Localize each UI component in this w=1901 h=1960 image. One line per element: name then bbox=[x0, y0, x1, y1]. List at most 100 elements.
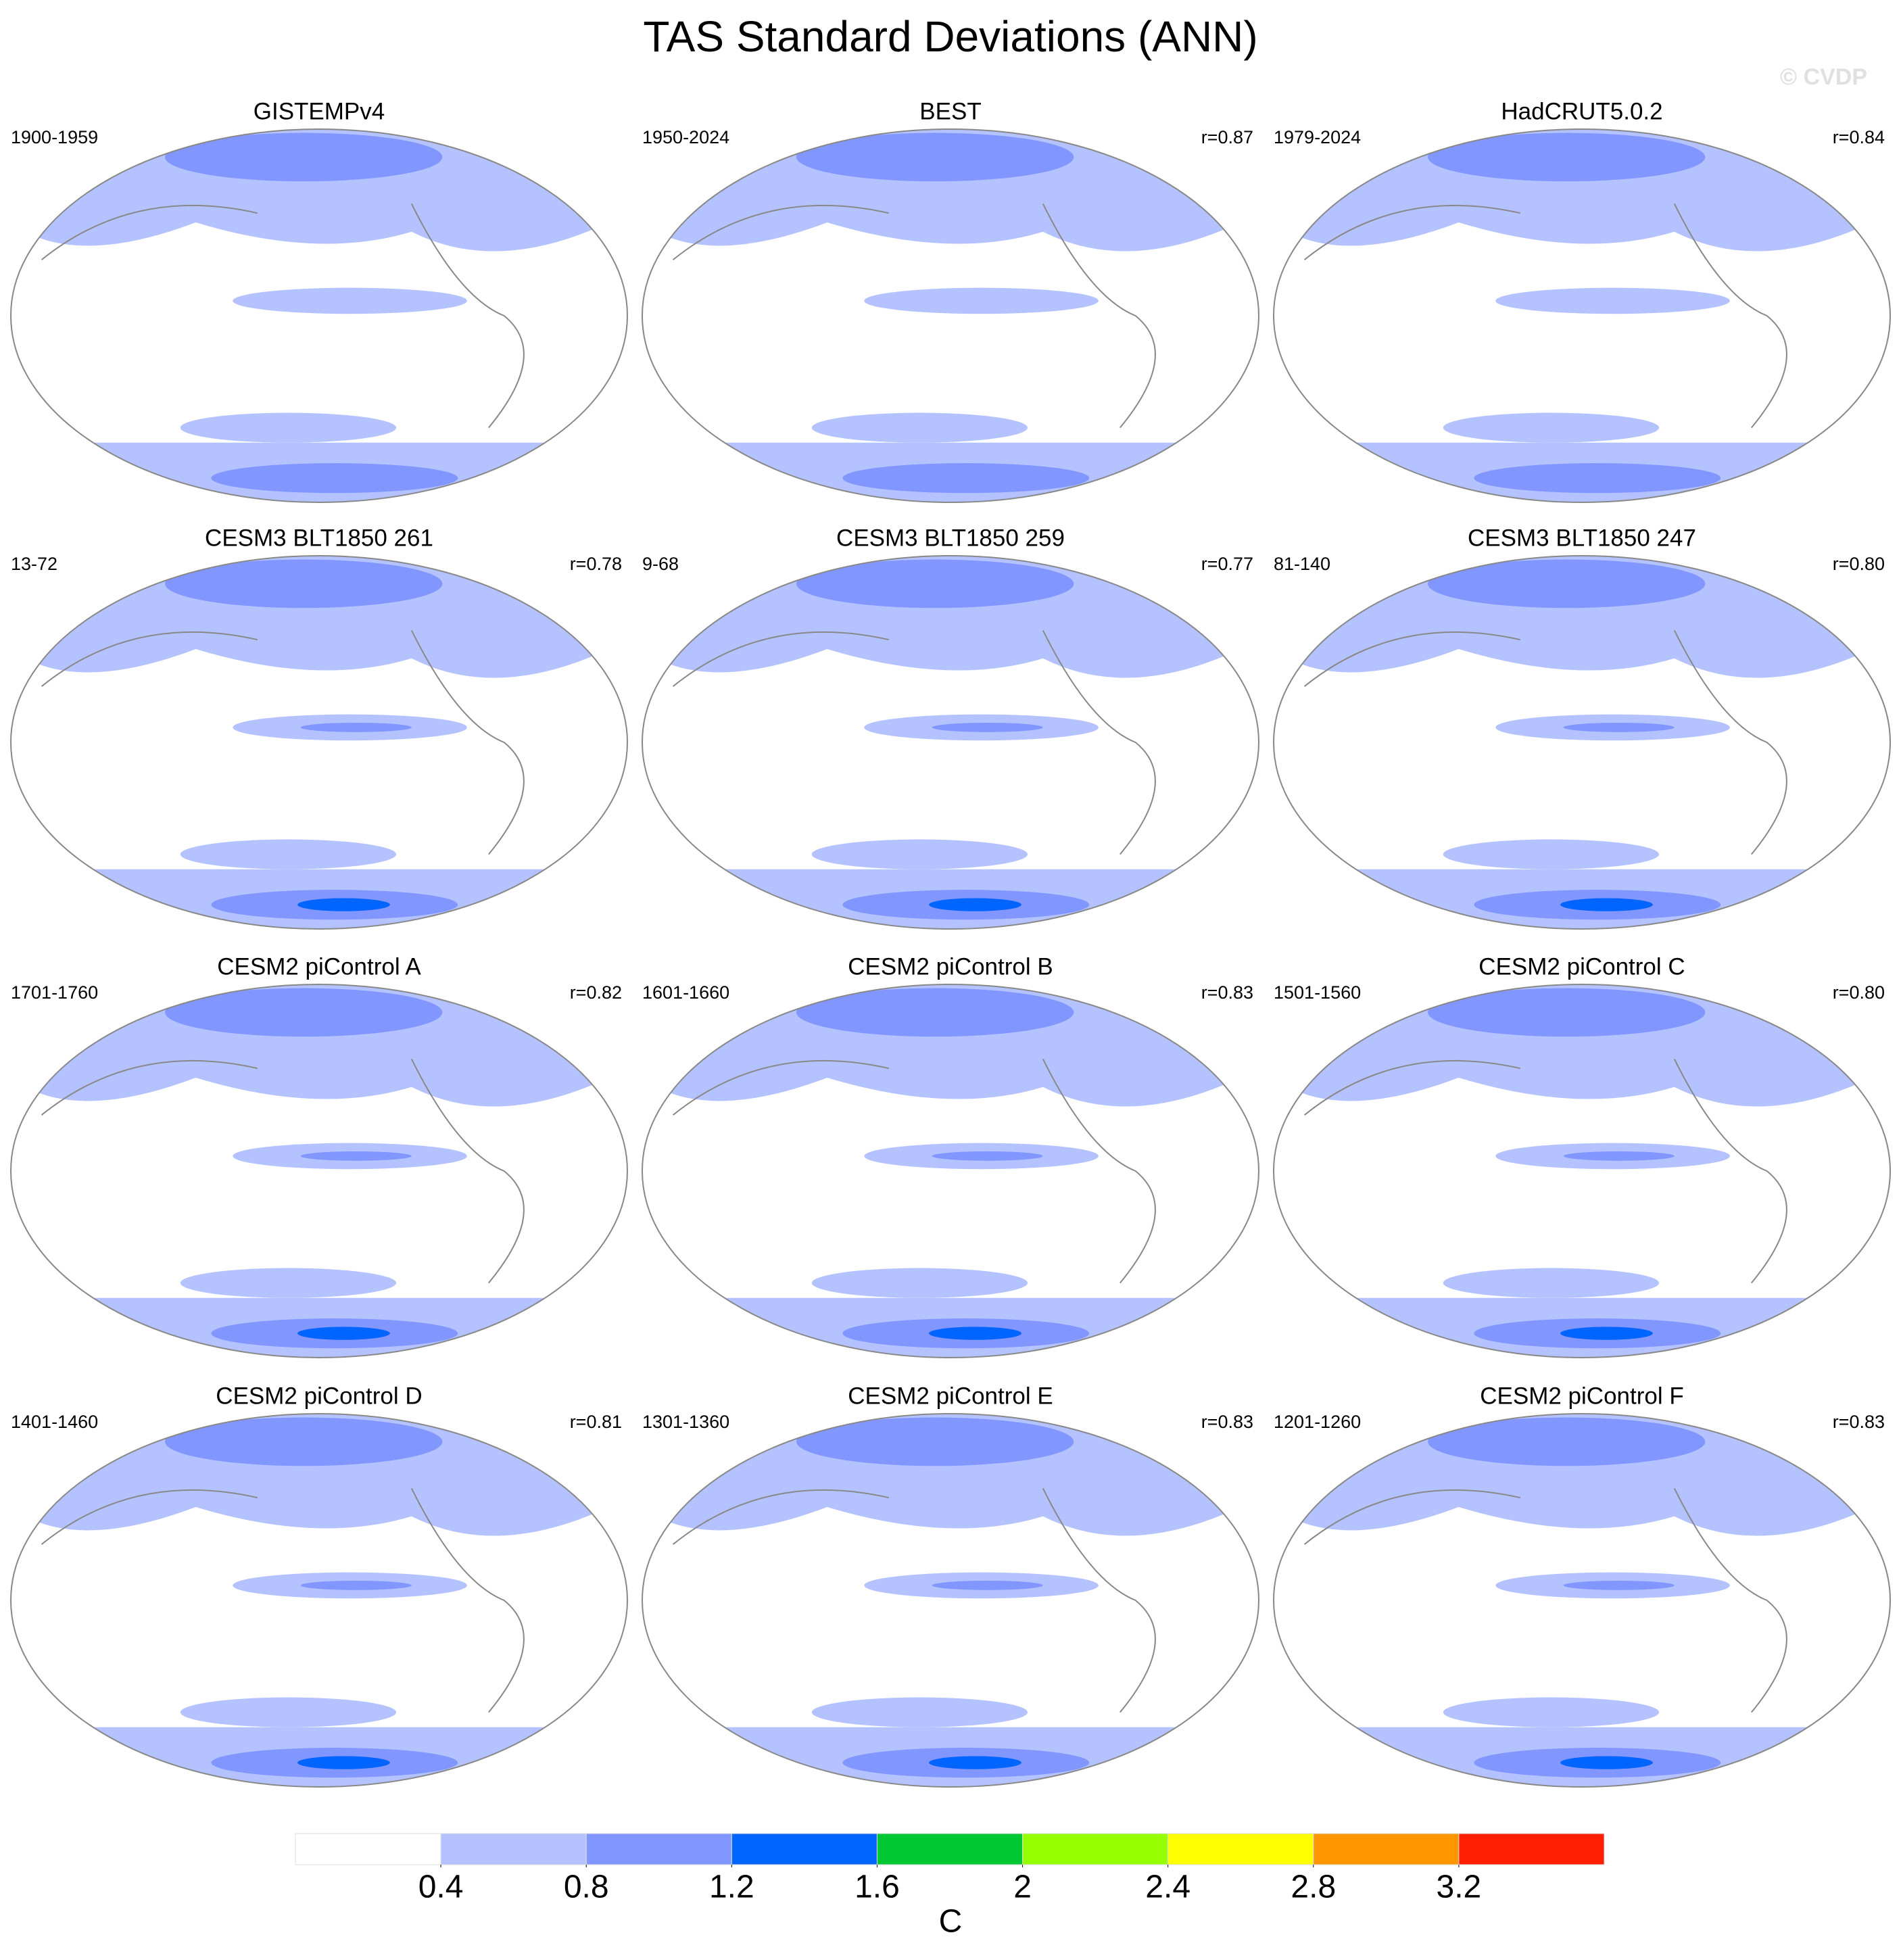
colorbar-tick-label: 1.6 bbox=[855, 1869, 900, 1905]
panel-title: GISTEMPv4 bbox=[254, 98, 385, 124]
shading bbox=[297, 898, 390, 911]
shading bbox=[165, 559, 443, 608]
shading bbox=[864, 287, 1099, 314]
map-border bbox=[10, 128, 628, 503]
shading bbox=[932, 1581, 1043, 1590]
colorbar-tick-label: 3.2 bbox=[1437, 1869, 1482, 1905]
colorbar-tick-label: 1.2 bbox=[709, 1869, 754, 1905]
coastline bbox=[672, 1487, 1156, 1713]
shading bbox=[796, 988, 1074, 1037]
colorbar-tick-label: 2 bbox=[1013, 1869, 1032, 1905]
shading bbox=[642, 984, 1259, 1107]
coastline bbox=[41, 203, 525, 429]
coastline bbox=[1303, 1058, 1787, 1284]
shading bbox=[165, 1417, 443, 1466]
panel-correlation: r=0.78 bbox=[570, 554, 622, 574]
map-panel bbox=[642, 556, 1259, 929]
panel-correlation: r=0.81 bbox=[570, 1412, 622, 1432]
panel-title: CESM3 BLT1850 247 bbox=[1468, 525, 1696, 551]
shading bbox=[300, 1581, 412, 1590]
shading bbox=[1274, 1414, 1890, 1536]
shading bbox=[11, 556, 627, 678]
panel-period: 1900-1959 bbox=[11, 127, 98, 147]
panel-period: 1501-1560 bbox=[1274, 982, 1361, 1003]
panel-title: CESM3 BLT1850 261 bbox=[205, 525, 433, 551]
map-border bbox=[642, 128, 1259, 503]
shading bbox=[842, 463, 1090, 494]
panel-title: BEST bbox=[919, 98, 981, 124]
map-panel bbox=[1274, 556, 1890, 929]
shading bbox=[211, 463, 458, 494]
panel-title: CESM2 piControl A bbox=[217, 953, 421, 980]
map-border bbox=[1273, 1413, 1891, 1788]
panel-period: 1950-2024 bbox=[642, 127, 729, 147]
panel-period: 1701-1760 bbox=[11, 982, 98, 1003]
shading bbox=[1443, 412, 1659, 443]
shading bbox=[811, 412, 1028, 443]
shading bbox=[1274, 984, 1890, 1107]
panel-period: 9-68 bbox=[642, 554, 679, 574]
panel-period: 1401-1460 bbox=[11, 1412, 98, 1432]
coastline bbox=[672, 629, 1156, 855]
shading bbox=[165, 988, 443, 1037]
shading bbox=[1428, 988, 1706, 1037]
panel-correlation: r=0.82 bbox=[570, 982, 622, 1003]
map-border bbox=[1273, 128, 1891, 503]
shading bbox=[642, 556, 1259, 678]
panel-correlation: r=0.83 bbox=[1201, 1412, 1253, 1432]
coastline bbox=[672, 1058, 1156, 1284]
panel-period: 1201-1260 bbox=[1274, 1412, 1361, 1432]
coastline bbox=[672, 203, 1156, 429]
shading bbox=[796, 133, 1074, 182]
shading bbox=[297, 1326, 390, 1340]
colorbar-box bbox=[876, 1833, 1024, 1865]
map-border bbox=[10, 984, 628, 1358]
panel-title: CESM2 piControl E bbox=[848, 1383, 1053, 1409]
coastline bbox=[41, 629, 525, 855]
shading bbox=[300, 1151, 412, 1161]
shading bbox=[642, 129, 1259, 252]
panel-title: CESM2 piControl B bbox=[848, 953, 1053, 980]
shading bbox=[165, 133, 443, 182]
map-border bbox=[642, 555, 1259, 930]
panel-correlation: r=0.87 bbox=[1201, 127, 1253, 147]
shading bbox=[180, 1697, 396, 1727]
shading bbox=[1495, 287, 1730, 314]
map-panel bbox=[642, 984, 1259, 1358]
panel-period: 1301-1360 bbox=[642, 1412, 729, 1432]
shading bbox=[1560, 898, 1653, 911]
colorbar-box bbox=[1458, 1833, 1605, 1865]
shading bbox=[1428, 559, 1706, 608]
shading bbox=[1560, 1326, 1653, 1340]
shading bbox=[1563, 723, 1675, 732]
shading bbox=[297, 1756, 390, 1769]
shading bbox=[11, 1414, 627, 1536]
map-border bbox=[10, 1413, 628, 1788]
panel-title: HadCRUT5.0.2 bbox=[1501, 98, 1662, 124]
map-border bbox=[642, 984, 1259, 1358]
colorbar-box bbox=[731, 1833, 877, 1865]
shading bbox=[1443, 1697, 1659, 1727]
panel-title: CESM3 BLT1850 259 bbox=[836, 525, 1065, 551]
shading bbox=[1428, 133, 1706, 182]
colorbar-box bbox=[585, 1833, 732, 1865]
coastline bbox=[1303, 203, 1787, 429]
shading bbox=[180, 412, 396, 443]
watermark: © CVDP bbox=[1780, 64, 1867, 90]
colorbar-tick-label: 0.4 bbox=[418, 1869, 464, 1905]
panel-period: 1979-2024 bbox=[1274, 127, 1361, 147]
panel-correlation: r=0.80 bbox=[1833, 554, 1885, 574]
coastline bbox=[41, 1058, 525, 1284]
colorbar-box bbox=[1313, 1833, 1460, 1865]
shading bbox=[929, 1756, 1021, 1769]
map-panel bbox=[11, 129, 627, 502]
shading bbox=[300, 723, 412, 732]
coastline bbox=[41, 1487, 525, 1713]
panel-period: 81-140 bbox=[1274, 554, 1330, 574]
map-border bbox=[642, 1413, 1259, 1788]
shading bbox=[932, 723, 1043, 732]
shading bbox=[1563, 1581, 1675, 1590]
map-panel bbox=[11, 556, 627, 929]
colorbar-tick-label: 0.8 bbox=[564, 1869, 609, 1905]
coastline bbox=[1303, 629, 1787, 855]
